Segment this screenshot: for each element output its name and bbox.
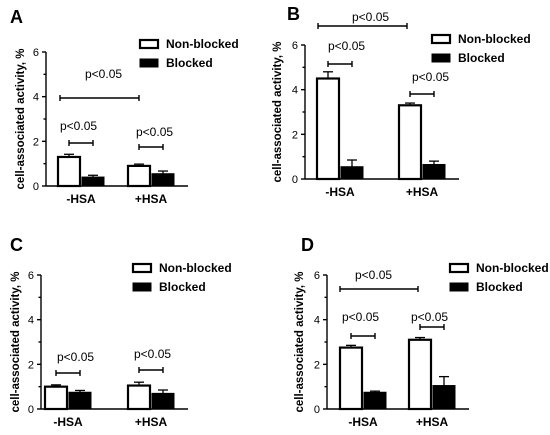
y-tick-label: 2 bbox=[292, 129, 298, 141]
bar-non-blocked bbox=[397, 104, 423, 181]
bar-blocked bbox=[432, 385, 456, 410]
significance-bracket bbox=[317, 23, 408, 29]
significance-label: p<0.05 bbox=[342, 310, 379, 324]
x-tick-label: -HSA bbox=[348, 415, 378, 429]
legend-swatch-blocked bbox=[449, 282, 469, 292]
y-tick-label: 0 bbox=[314, 404, 320, 416]
y-tick-label: 4 bbox=[33, 92, 39, 104]
significance-bracket bbox=[409, 91, 435, 97]
legend-label: Non-blocked bbox=[159, 261, 232, 275]
y-tick-label: 0 bbox=[28, 404, 34, 416]
legend-swatch-blocked bbox=[431, 53, 451, 63]
y-tick-label: 0 bbox=[33, 181, 39, 193]
bar-blocked bbox=[151, 173, 175, 187]
significance-bracket bbox=[68, 140, 94, 146]
legend-label: Non-blocked bbox=[458, 32, 531, 46]
legend-label: Non-blocked bbox=[166, 37, 239, 51]
legend-swatch-blocked bbox=[139, 58, 159, 68]
bar-non-blocked bbox=[126, 384, 152, 411]
y-axis-label: cell-associated activity, % bbox=[272, 41, 284, 182]
legend-label: Blocked bbox=[476, 280, 523, 294]
legend-swatch-blocked bbox=[132, 282, 152, 292]
y-tick-label: 2 bbox=[314, 359, 320, 371]
significance-label: p<0.05 bbox=[57, 350, 94, 364]
panel-letter: C bbox=[10, 235, 23, 255]
significance-bracket bbox=[59, 95, 140, 101]
bar-blocked bbox=[340, 166, 364, 180]
x-tick-label: -HSA bbox=[325, 185, 355, 199]
y-tick-label: 2 bbox=[33, 136, 39, 148]
bar-blocked bbox=[68, 391, 92, 410]
y-tick-label: 6 bbox=[33, 47, 39, 59]
x-tick-label: +HSA bbox=[135, 192, 168, 206]
bar-non-blocked bbox=[338, 346, 364, 411]
y-tick-label: 0 bbox=[292, 174, 298, 186]
legend-swatch-non-blocked bbox=[131, 262, 153, 274]
significance-bracket bbox=[419, 324, 445, 330]
significance-bracket bbox=[327, 61, 353, 67]
legend-label: Blocked bbox=[166, 56, 213, 70]
y-axis-label: cell-associated activity, % bbox=[294, 271, 306, 412]
panel-B: B 0 2 4 6 cell-associated activity, % -HSA +HSA… bbox=[272, 4, 531, 199]
bar-non-blocked bbox=[407, 338, 433, 411]
y-tick-label: 6 bbox=[292, 40, 298, 52]
x-tick-label: -HSA bbox=[53, 415, 83, 429]
bar-non-blocked bbox=[126, 164, 152, 188]
bar-non-blocked bbox=[56, 155, 82, 188]
y-axis-label: cell-associated activity, % bbox=[10, 271, 22, 412]
significance-label: p<0.05 bbox=[134, 347, 171, 361]
significance-label: p<0.05 bbox=[85, 67, 122, 81]
panel-letter: B bbox=[287, 4, 300, 24]
x-tick-label: -HSA bbox=[66, 192, 96, 206]
legend-label: Blocked bbox=[458, 51, 505, 65]
x-tick-label: +HSA bbox=[135, 415, 168, 429]
y-tick-label: 4 bbox=[292, 85, 298, 97]
significance-bracket bbox=[138, 144, 164, 150]
panel-letter: A bbox=[10, 7, 23, 27]
significance-label: p<0.05 bbox=[328, 39, 365, 53]
panel-A: A 0 2 4 6 cell-associated activity, % -HSA +HSA… bbox=[10, 7, 239, 206]
y-axis-label: cell-associated activity, % bbox=[15, 48, 27, 189]
y-tick-label: 2 bbox=[28, 359, 34, 371]
bar-non-blocked bbox=[315, 77, 341, 181]
significance-bracket bbox=[55, 370, 81, 376]
significance-label: p<0.05 bbox=[60, 119, 97, 133]
panel-letter: D bbox=[301, 235, 314, 255]
y-tick-label: 6 bbox=[314, 270, 320, 282]
significance-label: p<0.05 bbox=[355, 268, 392, 282]
significance-label: p<0.05 bbox=[412, 70, 449, 84]
bar-blocked bbox=[151, 392, 175, 410]
panel-D: D 0 2 4 6 cell-associated activity, % -HSA +HSA… bbox=[294, 235, 549, 429]
legend-swatch-non-blocked bbox=[448, 262, 470, 274]
bar-blocked bbox=[422, 163, 446, 180]
legend-swatch-non-blocked bbox=[138, 38, 160, 50]
panel-C: C 0 2 4 6 cell-associated activity, % -HSA +HSA… bbox=[10, 235, 232, 429]
legend-label: Blocked bbox=[159, 280, 206, 294]
y-tick-label: 4 bbox=[28, 315, 34, 327]
significance-bracket bbox=[339, 286, 419, 292]
bar-blocked bbox=[363, 391, 387, 410]
legend-swatch-non-blocked bbox=[430, 33, 452, 45]
y-tick-label: 4 bbox=[314, 315, 320, 327]
significance-bracket bbox=[350, 333, 376, 339]
significance-label: p<0.05 bbox=[352, 10, 389, 24]
x-tick-label: +HSA bbox=[406, 185, 439, 199]
legend-label: Non-blocked bbox=[476, 261, 549, 275]
bar-blocked bbox=[81, 176, 105, 187]
y-tick-label: 6 bbox=[28, 270, 34, 282]
significance-label: p<0.05 bbox=[136, 125, 173, 139]
significance-label: p<0.05 bbox=[411, 310, 448, 324]
bar-non-blocked bbox=[43, 385, 69, 411]
x-tick-label: +HSA bbox=[416, 415, 449, 429]
significance-bracket bbox=[138, 367, 164, 373]
